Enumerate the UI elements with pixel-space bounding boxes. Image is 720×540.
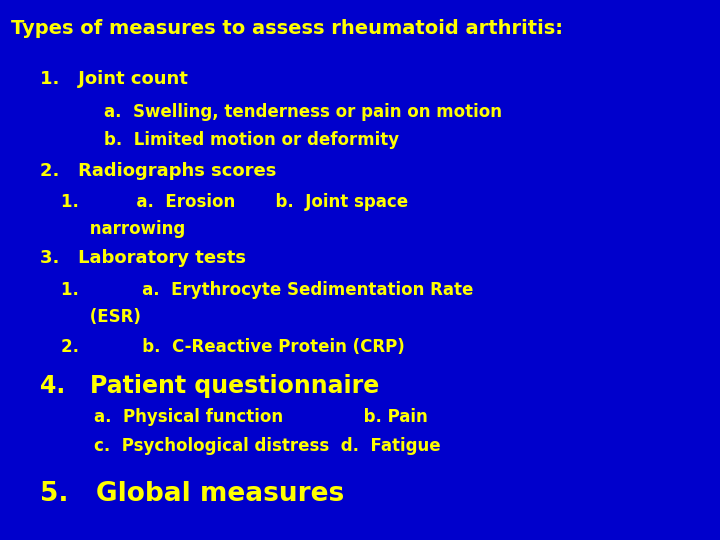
Text: 2.   Radiographs scores: 2. Radiographs scores <box>40 162 276 180</box>
Text: Types of measures to assess rheumatoid arthritis:: Types of measures to assess rheumatoid a… <box>11 19 563 38</box>
Text: b.  Limited motion or deformity: b. Limited motion or deformity <box>104 131 400 149</box>
Text: 2.           b.  C-Reactive Protein (CRP): 2. b. C-Reactive Protein (CRP) <box>61 338 405 355</box>
Text: narrowing: narrowing <box>61 220 186 238</box>
Text: 5.   Global measures: 5. Global measures <box>40 481 344 507</box>
Text: 4.   Patient questionnaire: 4. Patient questionnaire <box>40 374 379 397</box>
Text: (ESR): (ESR) <box>61 308 141 326</box>
Text: 3.   Laboratory tests: 3. Laboratory tests <box>40 249 246 267</box>
Text: 1.          a.  Erosion       b.  Joint space: 1. a. Erosion b. Joint space <box>61 193 408 211</box>
Text: 1.   Joint count: 1. Joint count <box>40 70 187 88</box>
Text: a.  Physical function              b. Pain: a. Physical function b. Pain <box>94 408 428 426</box>
Text: 1.           a.  Erythrocyte Sedimentation Rate: 1. a. Erythrocyte Sedimentation Rate <box>61 281 474 299</box>
Text: c.  Psychological distress  d.  Fatigue: c. Psychological distress d. Fatigue <box>94 437 440 455</box>
Text: a.  Swelling, tenderness or pain on motion: a. Swelling, tenderness or pain on motio… <box>104 103 503 120</box>
